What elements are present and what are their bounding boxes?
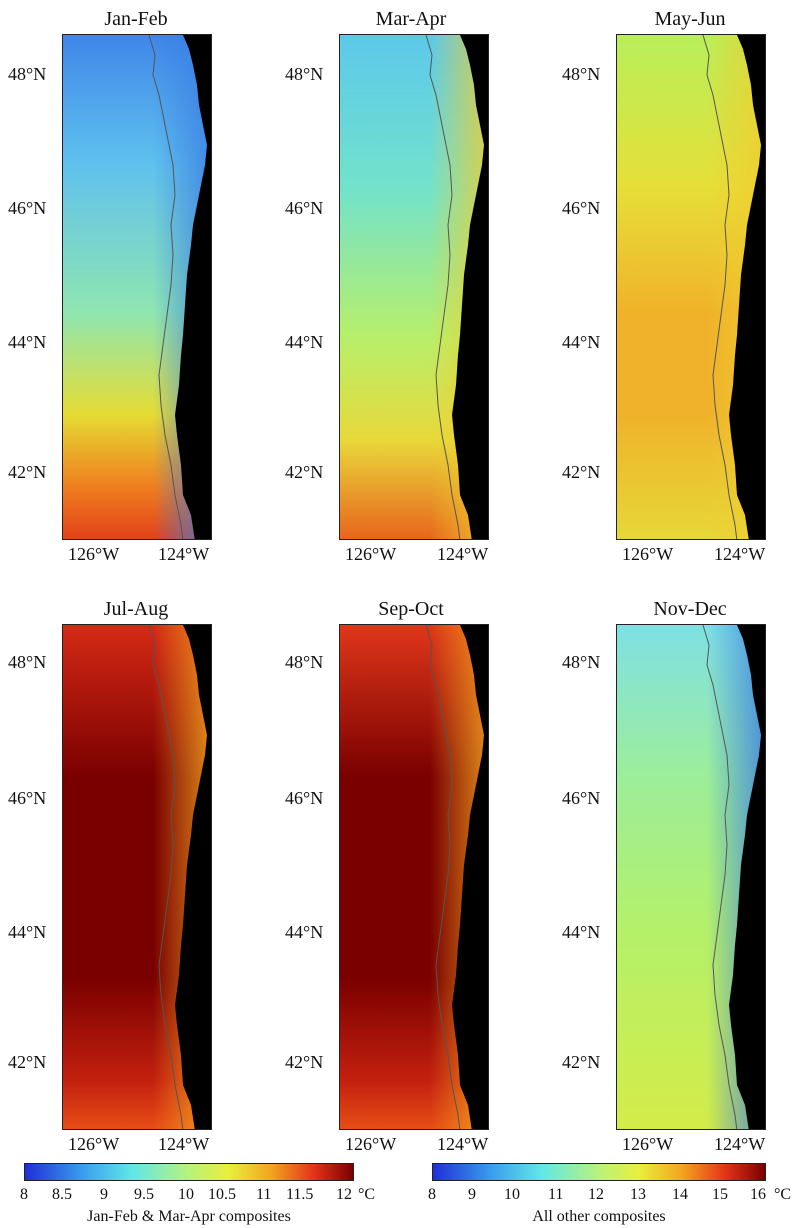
sst-map-jan-feb	[62, 34, 212, 540]
panel-title-jul-aug: Jul-Aug	[103, 598, 169, 620]
colorbar-tick: 11	[256, 1186, 272, 1203]
colorbar-unit: °C	[774, 1186, 792, 1203]
land-mask	[175, 625, 211, 1129]
sst-field-nov-dec	[617, 625, 765, 1129]
sst-field-may-jun	[617, 35, 765, 539]
sst-field-jul-aug	[63, 625, 211, 1129]
colorbar-gradient-fill	[25, 1164, 353, 1180]
colorbar-tick: 12	[588, 1186, 604, 1203]
lat-label-42n: 42°N	[562, 462, 601, 482]
sst-map-nov-dec	[616, 624, 766, 1130]
colorbar-tick: 9	[100, 1186, 108, 1203]
coastline	[702, 625, 738, 1129]
colorbar-tick: 10.5	[208, 1186, 236, 1203]
lon-label-124w: 124°W	[437, 1134, 489, 1154]
lat-label-48n: 48°N	[562, 652, 601, 672]
lat-label-48n: 48°N	[8, 64, 47, 84]
lon-label-126w: 126°W	[622, 1134, 674, 1154]
colorbar-gradient-fill	[433, 1164, 765, 1180]
lat-label-42n: 42°N	[285, 462, 324, 482]
colorbar-tick: 9.5	[134, 1186, 154, 1203]
colorbar-tick: 8.5	[52, 1186, 72, 1203]
panel-title-jan-feb: Jan-Feb	[104, 8, 168, 30]
lon-label-124w: 124°W	[714, 1134, 766, 1154]
lat-label-48n: 48°N	[285, 64, 324, 84]
lat-label-42n: 42°N	[285, 1052, 324, 1072]
colorbar-tick: 14	[672, 1186, 688, 1203]
colorbar-caption: All other composites	[532, 1208, 666, 1225]
lat-label-46n: 46°N	[8, 788, 47, 808]
lat-label-48n: 48°N	[562, 64, 601, 84]
colorbar-tick: 9	[468, 1186, 476, 1203]
lat-label-46n: 46°N	[562, 788, 601, 808]
panel-title-may-jun: May-Jun	[654, 8, 726, 30]
lat-label-46n: 46°N	[562, 198, 601, 218]
colorbar-tick: 10	[504, 1186, 520, 1203]
panel-title-mar-apr: Mar-Apr	[375, 8, 447, 30]
land-mask	[175, 35, 211, 539]
lat-label-46n: 46°N	[8, 198, 47, 218]
lon-label-126w: 126°W	[622, 544, 674, 564]
land-mask	[452, 35, 488, 539]
coastline	[148, 625, 184, 1129]
lat-label-46n: 46°N	[285, 788, 324, 808]
lon-label-124w: 124°W	[158, 1134, 210, 1154]
lon-label-126w: 126°W	[68, 544, 120, 564]
lon-label-124w: 124°W	[437, 544, 489, 564]
lat-label-42n: 42°N	[8, 462, 47, 482]
sst-map-jul-aug	[62, 624, 212, 1130]
colorbar-tick: 13	[630, 1186, 646, 1203]
colorbar-tick: 15	[712, 1186, 728, 1203]
lat-label-46n: 46°N	[285, 198, 324, 218]
lat-label-44n: 44°N	[285, 332, 324, 352]
lon-label-124w: 124°W	[714, 544, 766, 564]
colorbar-tick: 8	[20, 1186, 28, 1203]
colorbar-caption: Jan-Feb & Mar-Apr composites	[87, 1208, 291, 1225]
colorbar-gradient	[25, 1164, 353, 1180]
lat-label-42n: 42°N	[8, 1052, 47, 1072]
lon-label-126w: 126°W	[345, 1134, 397, 1154]
lat-label-44n: 44°N	[562, 922, 601, 942]
sst-map-may-jun	[616, 34, 766, 540]
lat-label-48n: 48°N	[285, 652, 324, 672]
colorbar-unit: °C	[358, 1186, 376, 1203]
coastline	[702, 35, 738, 539]
coastline	[425, 35, 461, 539]
lon-label-126w: 126°W	[345, 544, 397, 564]
colorbar-tick: 11	[548, 1186, 564, 1203]
land-mask	[729, 35, 765, 539]
colorbar-tick: 10	[178, 1186, 194, 1203]
panel-title-nov-dec: Nov-Dec	[653, 598, 727, 620]
land-mask	[452, 625, 488, 1129]
lat-label-42n: 42°N	[562, 1052, 601, 1072]
colorbar-jan-mar	[24, 1163, 354, 1181]
lon-label-126w: 126°W	[68, 1134, 120, 1154]
panel-title-sep-oct: Sep-Oct	[378, 598, 444, 620]
lat-label-44n: 44°N	[8, 922, 47, 942]
lat-label-48n: 48°N	[8, 652, 47, 672]
land-mask	[729, 625, 765, 1129]
sst-map-mar-apr	[339, 34, 489, 540]
lat-label-44n: 44°N	[8, 332, 47, 352]
lat-label-44n: 44°N	[285, 922, 324, 942]
coastline	[425, 625, 461, 1129]
colorbar-tick: 11.5	[286, 1186, 314, 1203]
sst-field-sep-oct	[340, 625, 488, 1129]
lon-label-124w: 124°W	[158, 544, 210, 564]
colorbar-tick: 12	[336, 1186, 352, 1203]
colorbar-gradient	[433, 1164, 765, 1180]
colorbar-all-other	[432, 1163, 766, 1181]
sst-map-sep-oct	[339, 624, 489, 1130]
colorbar-tick: 16	[750, 1186, 766, 1203]
lat-label-44n: 44°N	[562, 332, 601, 352]
sst-field-jan-feb	[63, 35, 211, 539]
coastline	[148, 35, 184, 539]
sst-field-mar-apr	[340, 35, 488, 539]
colorbar-tick: 8	[428, 1186, 436, 1203]
